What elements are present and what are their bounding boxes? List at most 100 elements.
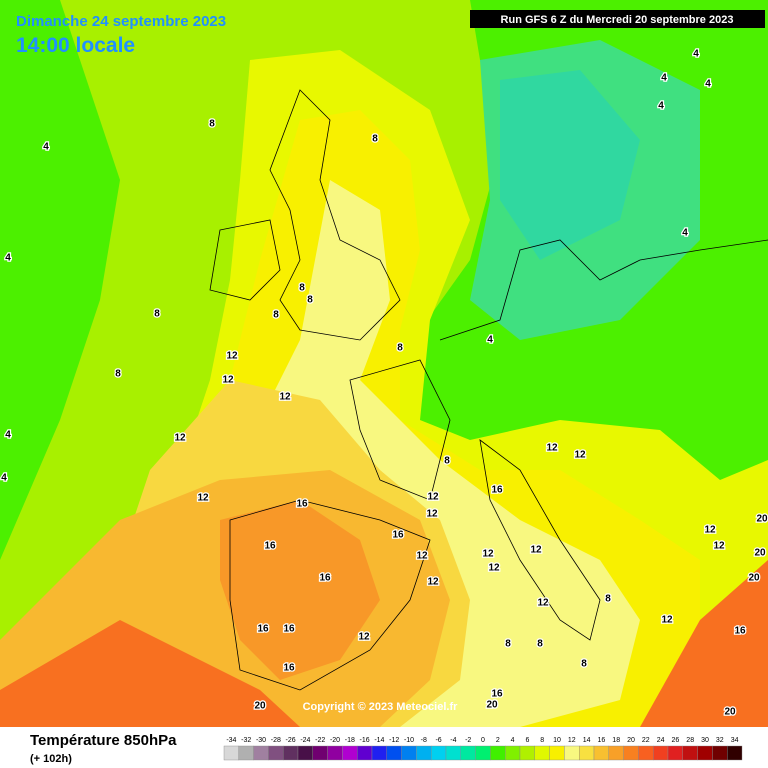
contour-label: 16 xyxy=(283,624,295,635)
legend-label: -32 xyxy=(241,737,251,744)
contour-label: 4 xyxy=(693,49,699,60)
legend-label: 10 xyxy=(553,737,561,744)
legend-label: 22 xyxy=(642,737,650,744)
run-info: Run GFS 6 Z du Mercredi 20 septembre 202… xyxy=(501,14,734,26)
contour-label: 12 xyxy=(416,551,428,562)
legend-label: -30 xyxy=(256,737,266,744)
contour-label: 20 xyxy=(254,701,266,712)
legend-swatch xyxy=(297,745,314,761)
legend-label: 26 xyxy=(672,737,680,744)
contour-label: 20 xyxy=(754,548,766,559)
legend-swatch xyxy=(549,745,565,761)
legend-swatch xyxy=(357,745,373,761)
hot-zone xyxy=(640,560,768,727)
contour-label: 8 xyxy=(372,134,378,145)
contour-label: 4 xyxy=(661,73,667,84)
color-legend: -34 -32 -30 -28 -26 -24 -22 -20 -18 -16 -14 -12 -10-… xyxy=(223,737,743,761)
contour-label: 16 xyxy=(283,663,295,674)
legend-swatch xyxy=(682,745,698,761)
contour-label: 8 xyxy=(307,295,313,306)
legend-swatch xyxy=(342,745,358,761)
legend-swatch xyxy=(401,745,417,761)
contour-label: 12 xyxy=(358,632,370,643)
footer-subtitle: (+ 102h) xyxy=(30,753,72,765)
contour-label: 12 xyxy=(222,375,234,386)
contour-label: 12 xyxy=(661,615,673,626)
contour-label: 4 xyxy=(5,253,11,264)
contour-label: 20 xyxy=(756,514,768,525)
contour-label: 8 xyxy=(581,659,587,670)
legend-label: 20 xyxy=(627,737,635,744)
coastlines xyxy=(209,89,768,691)
contour-label: 12 xyxy=(427,577,439,588)
legend-swatch xyxy=(268,745,284,761)
legend-swatch xyxy=(445,745,462,761)
contour-label: 8 xyxy=(505,639,511,650)
date: Dimanche 24 septembre 2023 xyxy=(16,13,226,30)
contour-label: 12 xyxy=(713,541,725,552)
contour-label: 12 xyxy=(426,509,438,520)
contour-label: 4 xyxy=(658,101,664,112)
legend-swatch xyxy=(697,745,713,761)
contour-label: 16 xyxy=(491,689,503,700)
legend-swatch xyxy=(653,745,669,761)
legend-label: 30 xyxy=(701,737,709,744)
cool-zone xyxy=(500,70,640,260)
legend-label: -24 xyxy=(300,737,310,744)
contour-label: 8 xyxy=(444,456,450,467)
contour-label: 16 xyxy=(392,530,404,541)
legend-swatch xyxy=(416,745,432,761)
contour-label: 12 xyxy=(197,493,209,504)
legend-label: -4 xyxy=(450,737,456,744)
legend-label: -14 xyxy=(374,737,384,744)
contour-label: 12 xyxy=(546,443,558,454)
legend-label: -10 xyxy=(404,737,414,744)
contour-label: 4 xyxy=(43,142,49,153)
legend-swatch xyxy=(327,745,343,761)
legend-swatch xyxy=(223,745,240,761)
contour-label: 12 xyxy=(174,433,186,444)
footer-title: Température 850hPa xyxy=(30,732,177,749)
contour-label: 8 xyxy=(605,594,611,605)
legend-swatch xyxy=(608,745,624,761)
contour-label: 12 xyxy=(704,525,716,536)
legend-swatch xyxy=(490,745,506,761)
contour-label: 12 xyxy=(574,450,586,461)
contour-label: 8 xyxy=(299,283,305,294)
contour-label: 8 xyxy=(154,309,160,320)
legend-label: 4 xyxy=(511,737,515,744)
legend-swatch xyxy=(519,745,536,761)
contour-label: 20 xyxy=(748,573,760,584)
legend-swatch xyxy=(505,745,521,761)
legend-swatch xyxy=(667,745,684,761)
contour-label: 8 xyxy=(537,639,543,650)
contour-label: 16 xyxy=(734,626,746,637)
contour-label: 16 xyxy=(257,624,269,635)
contour-label: 12 xyxy=(537,598,549,609)
contour-label: 8 xyxy=(397,343,403,354)
contour-label: 8 xyxy=(115,369,121,380)
contour-label: 12 xyxy=(226,351,238,362)
legend-label: 0 xyxy=(481,737,485,744)
legend-swatch xyxy=(534,745,550,761)
contour-label: 16 xyxy=(264,541,276,552)
legend-swatch xyxy=(312,745,328,761)
legend-label: -12 xyxy=(389,737,399,744)
legend-label: 16 xyxy=(598,737,606,744)
contour-label: 4 xyxy=(5,430,11,441)
time: 14:00 locale xyxy=(16,34,135,57)
legend-label: 14 xyxy=(583,737,591,744)
legend-swatch xyxy=(638,745,654,761)
contour-label: 4 xyxy=(487,335,493,346)
legend-label: 6 xyxy=(525,737,529,744)
legend-swatch xyxy=(460,745,476,761)
legend-label: -34 xyxy=(226,737,236,744)
run-bar xyxy=(470,10,765,28)
legend-swatch xyxy=(564,745,580,761)
legend-label: 32 xyxy=(716,737,724,744)
legend-label: -28 xyxy=(271,737,281,744)
legend-label: -26 xyxy=(286,737,296,744)
legend-swatch xyxy=(593,745,610,761)
legend-label: -2 xyxy=(465,737,471,744)
